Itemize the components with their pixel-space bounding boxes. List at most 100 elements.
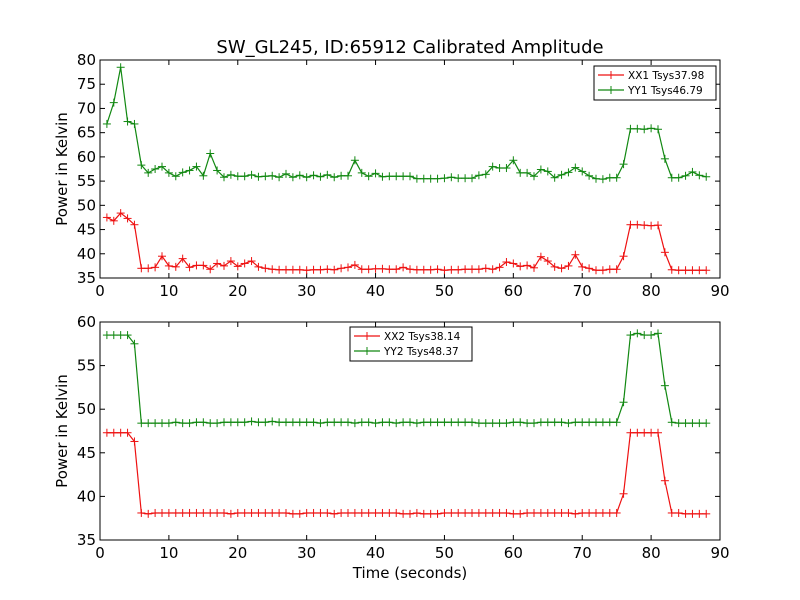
data-point	[233, 418, 242, 427]
data-point	[461, 174, 470, 183]
data-point	[481, 264, 490, 273]
data-point	[474, 171, 483, 180]
data-point	[447, 508, 456, 517]
data-point	[598, 266, 607, 275]
data-point	[261, 172, 270, 181]
data-point	[626, 428, 635, 437]
data-point	[461, 508, 470, 517]
data-point	[185, 419, 194, 428]
data-point	[592, 174, 600, 183]
data-point	[130, 220, 139, 229]
data-point	[178, 254, 187, 263]
data-point	[185, 263, 194, 272]
data-point	[605, 173, 614, 182]
data-point	[226, 257, 235, 266]
data-point	[254, 172, 263, 181]
data-point	[461, 265, 470, 274]
data-point	[261, 508, 270, 517]
data-point	[695, 171, 704, 180]
y-tick-label: 35	[77, 269, 96, 287]
data-point	[674, 173, 683, 182]
legend-label: XX1 Tsys37.98	[628, 70, 704, 82]
data-point	[695, 419, 704, 428]
data-point	[302, 508, 311, 517]
data-point	[509, 156, 518, 165]
data-point	[309, 418, 318, 427]
y-tick-label: 50	[77, 400, 96, 418]
data-point	[681, 509, 690, 518]
data-point	[433, 509, 442, 518]
y-tick-label: 70	[77, 99, 96, 117]
data-point	[178, 508, 187, 517]
data-point	[185, 166, 194, 175]
data-point	[316, 172, 325, 181]
data-point	[433, 265, 442, 274]
data-point	[282, 265, 290, 274]
data-point	[247, 170, 256, 179]
data-point	[406, 509, 414, 518]
data-point	[654, 428, 662, 437]
data-point	[268, 171, 277, 180]
data-point	[695, 509, 704, 518]
data-point	[123, 117, 132, 126]
data-point	[550, 418, 559, 427]
data-point	[268, 508, 277, 517]
data-point	[571, 509, 580, 518]
data-point	[571, 418, 580, 427]
legend-label: YY2 Tsys48.37	[383, 346, 459, 358]
data-point	[412, 419, 421, 428]
data-point	[254, 418, 263, 427]
data-point	[144, 168, 153, 177]
data-point	[123, 331, 132, 340]
data-point	[516, 168, 525, 177]
x-tick-label: 50	[435, 544, 454, 562]
data-point	[640, 221, 649, 230]
data-point	[254, 262, 263, 271]
data-point	[288, 173, 297, 182]
data-point	[516, 262, 525, 271]
data-point	[447, 173, 456, 182]
data-point	[619, 398, 628, 407]
data-point	[488, 265, 497, 274]
y-axis-label: Power in Kelvin	[53, 112, 71, 226]
data-point	[102, 119, 111, 128]
data-point	[378, 172, 387, 181]
data-point	[688, 266, 697, 275]
data-point	[220, 508, 228, 517]
data-point	[137, 264, 146, 273]
data-point	[592, 266, 600, 275]
legend: XX1 Tsys37.98 YY1 Tsys46.79	[593, 65, 717, 101]
data-point	[392, 172, 401, 181]
data-point	[226, 509, 235, 518]
data-point	[530, 508, 538, 517]
data-point	[592, 508, 600, 517]
data-point	[171, 172, 180, 181]
data-point	[660, 248, 669, 257]
data-point	[633, 428, 642, 437]
data-point	[578, 508, 587, 517]
legend-item: YY1 Tsys46.79	[598, 85, 703, 97]
legend-item: YY2 Tsys48.37	[354, 346, 459, 358]
data-point	[426, 418, 435, 427]
data-point	[206, 265, 215, 274]
data-point	[385, 508, 394, 517]
data-point	[619, 252, 628, 261]
data-point	[137, 419, 146, 428]
data-point	[550, 508, 559, 517]
data-point	[468, 265, 476, 274]
data-point	[399, 509, 408, 518]
data-point	[295, 265, 304, 274]
data-point	[282, 169, 290, 178]
data-point	[323, 265, 332, 274]
data-point	[254, 508, 263, 517]
data-point	[702, 266, 711, 275]
data-point	[550, 262, 559, 271]
data-point	[412, 174, 421, 183]
data-point	[171, 418, 180, 427]
data-point	[660, 476, 669, 485]
data-point	[116, 209, 125, 218]
data-point	[199, 171, 208, 180]
data-point	[130, 437, 139, 446]
data-point	[192, 261, 201, 270]
data-point	[164, 508, 173, 517]
